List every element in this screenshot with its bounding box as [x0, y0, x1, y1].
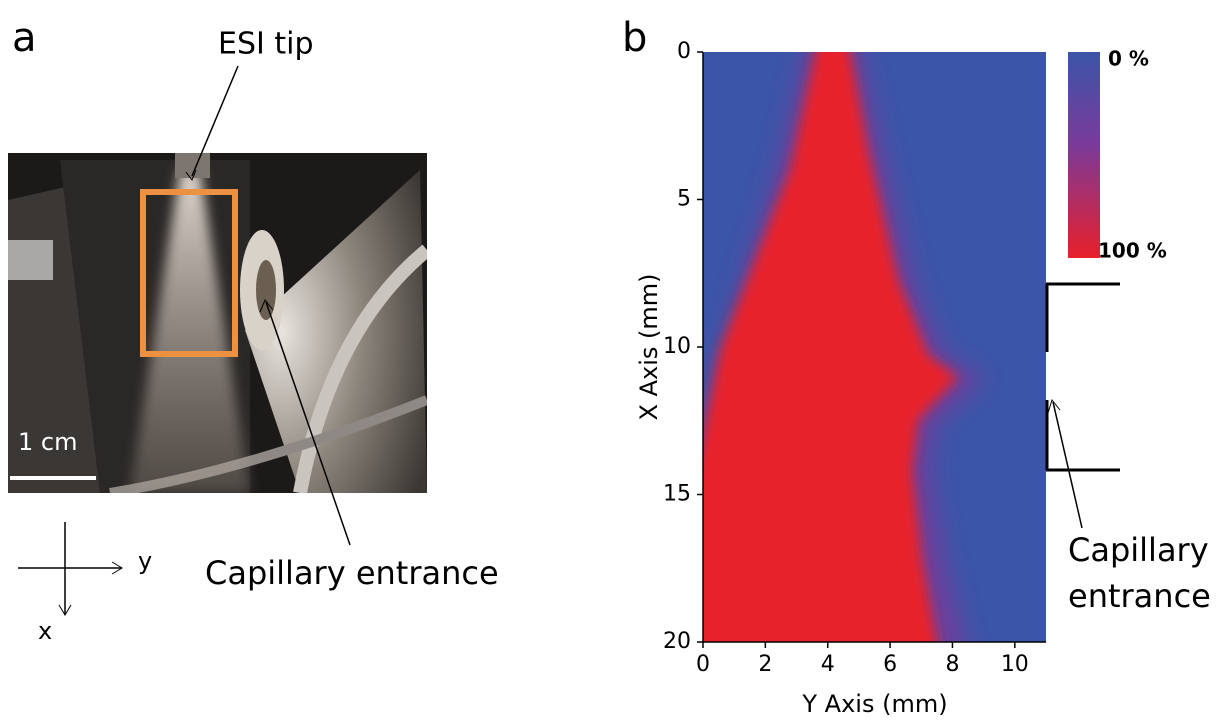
arrow-head	[1047, 398, 1061, 414]
annotation: Capillary	[1068, 531, 1209, 569]
arrow-head	[185, 169, 197, 182]
photo	[8, 153, 427, 493]
arrow-head	[58, 604, 72, 616]
axis-label: y	[138, 547, 152, 575]
x-tick-label: 0	[696, 652, 710, 677]
arrow	[1052, 401, 1083, 529]
plume	[703, 52, 958, 642]
panel-label: b	[622, 15, 647, 61]
axis-label: x	[38, 617, 52, 645]
y-tick-label: 10	[663, 334, 691, 359]
arrow	[265, 301, 351, 546]
x-tick-label: 2	[758, 652, 772, 677]
x-tick-label: 8	[945, 652, 959, 677]
heatmap	[703, 52, 1046, 642]
colorbar	[1068, 52, 1100, 258]
colorbar-label: 100 %	[1098, 239, 1167, 263]
annotation: Capillary entrance	[205, 554, 499, 592]
x-tick-label: 4	[821, 652, 835, 677]
y-axis-title: X Axis (mm)	[635, 274, 663, 421]
x-tick-label: 6	[883, 652, 897, 677]
colorbar-label: 0 %	[1108, 47, 1149, 71]
arrow-head	[111, 561, 123, 575]
capillary-outline	[1045, 282, 1120, 472]
y-tick-label: 15	[663, 482, 691, 507]
y-tick-label: 20	[663, 629, 691, 654]
scale-bar-label: 1 cm	[18, 428, 77, 456]
x-axis-title: Y Axis (mm)	[801, 690, 947, 718]
y-tick-label: 5	[677, 187, 691, 212]
arrow-head	[259, 299, 274, 313]
arrow	[191, 65, 239, 177]
region-box	[140, 189, 238, 357]
annotation: entrance	[1068, 577, 1211, 615]
y-tick-label: 0	[677, 39, 691, 64]
annotation: ESI tip	[218, 27, 314, 62]
x-tick-label: 10	[1001, 652, 1029, 677]
panel-label: a	[12, 15, 37, 61]
